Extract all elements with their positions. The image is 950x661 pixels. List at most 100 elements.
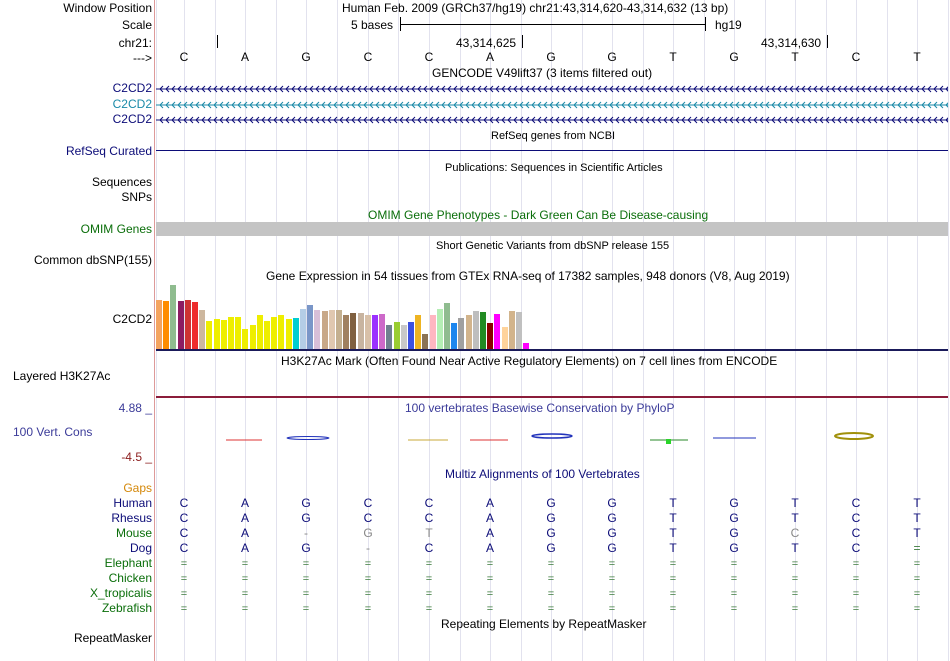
base-letter[interactable]: G (546, 50, 556, 64)
repeatmasker-track-title[interactable]: Repeating Elements by RepeatMasker (441, 617, 647, 631)
base-letter[interactable]: G (607, 50, 617, 64)
gtex-tissue-bar[interactable] (300, 309, 306, 349)
base-letter[interactable]: C (363, 50, 373, 64)
gtex-tissue-bar[interactable] (170, 285, 177, 349)
gtex-tissue-bar[interactable] (235, 317, 242, 349)
base-letter[interactable]: G (301, 50, 311, 64)
multiz-species-label[interactable]: Elephant (104, 556, 152, 570)
omim-track-title[interactable]: OMIM Gene Phenotypes - Dark Green Can Be… (368, 208, 709, 222)
gtex-tissue-bar[interactable] (271, 317, 278, 349)
base-letter[interactable]: C (179, 50, 189, 64)
gtex-tissue-bar[interactable] (400, 325, 407, 349)
multiz-species-label[interactable]: Zebrafish (101, 601, 152, 615)
multiz-species-label[interactable]: Chicken (108, 571, 152, 585)
multiz-species-label[interactable]: Mouse (115, 526, 152, 540)
gtex-tissue-bar[interactable] (465, 315, 472, 349)
omim-gene-bar[interactable] (156, 222, 948, 236)
multiz-species-label[interactable]: X_tropicalis (89, 586, 152, 600)
publications-sequences-label[interactable]: Sequences (91, 175, 152, 189)
gtex-tissue-bar[interactable] (328, 310, 335, 349)
repeatmasker-label[interactable]: RepeatMasker (73, 631, 152, 645)
gtex-tissue-bar[interactable] (314, 310, 321, 349)
gtex-tissue-bar[interactable] (364, 315, 371, 349)
gencode-item-2-label[interactable]: C2CD2 (112, 97, 152, 111)
multiz-gaps-label[interactable]: Gaps (123, 481, 152, 495)
gtex-tissue-bar[interactable] (242, 329, 249, 349)
refseq-track-title[interactable]: RefSeq genes from NCBI (491, 130, 616, 142)
h3k27ac-label[interactable]: Layered H3K27Ac (13, 369, 111, 383)
base-letter[interactable]: T (913, 50, 921, 64)
base-letter[interactable]: T (669, 50, 677, 64)
gtex-tissue-bar[interactable] (393, 322, 400, 349)
base-letter[interactable]: A (485, 50, 495, 64)
multiz-species-label[interactable]: Dog (129, 541, 152, 555)
gtex-tissue-bar[interactable] (206, 321, 213, 349)
gtex-tissue-bar[interactable] (408, 322, 414, 349)
base-letter[interactable]: A (240, 50, 250, 64)
base-letter[interactable]: C (851, 50, 861, 64)
gtex-tissue-bar[interactable] (192, 302, 198, 349)
h3k27ac-track-title[interactable]: H3K27Ac Mark (Often Found Near Active Re… (281, 354, 778, 368)
gtex-tissue-bar[interactable] (472, 311, 479, 349)
gencode-item-1-label[interactable]: C2CD2 (112, 81, 152, 95)
gencode-item-3-label[interactable]: C2CD2 (112, 112, 152, 126)
publications-snps-label[interactable]: SNPs (121, 190, 152, 204)
gtex-tissue-bar[interactable] (213, 319, 220, 349)
refseq-curated-label[interactable]: RefSeq Curated (65, 144, 152, 158)
gtex-tissue-bar[interactable] (156, 300, 162, 349)
multiz-species-label[interactable]: Rhesus (111, 511, 152, 525)
gtex-tissue-bar[interactable] (249, 325, 256, 349)
phylop-label[interactable]: 100 Vert. Cons (13, 425, 93, 439)
gtex-tissue-bar[interactable] (508, 311, 515, 349)
publications-track-title[interactable]: Publications: Sequences in Scientific Ar… (445, 162, 663, 174)
gtex-tissue-bar[interactable] (422, 334, 429, 349)
gtex-tissue-bar[interactable] (501, 327, 508, 349)
phylop-track-title[interactable]: 100 vertebrates Basewise Conservation by… (405, 401, 675, 415)
gtex-tissue-bar[interactable] (256, 315, 263, 349)
gtex-tissue-bar[interactable] (321, 311, 328, 349)
gtex-tissue-bar[interactable] (350, 313, 357, 349)
gtex-tissue-bar[interactable] (264, 321, 270, 349)
multiz-track-title[interactable]: Multiz Alignments of 100 Vertebrates (445, 467, 640, 481)
phylop-conservation-plot[interactable] (156, 428, 948, 448)
dbsnp-track-title[interactable]: Short Genetic Variants from dbSNP releas… (436, 240, 670, 252)
gtex-tissue-bar[interactable] (458, 318, 465, 349)
gtex-tissue-bar[interactable] (285, 319, 292, 349)
gtex-tissue-bar[interactable] (307, 305, 314, 349)
gtex-tissue-bar[interactable] (523, 343, 530, 349)
gtex-tissue-bar[interactable] (436, 309, 443, 349)
gtex-tissue-bar[interactable] (292, 318, 299, 349)
gtex-tissue-bar[interactable] (228, 317, 234, 349)
gtex-tissue-bar[interactable] (415, 315, 422, 349)
gtex-gene-label[interactable]: C2CD2 (112, 312, 152, 326)
gtex-tissue-bar[interactable] (494, 314, 501, 349)
gtex-tissue-bar[interactable] (516, 312, 522, 349)
multiz-species-label[interactable]: Human (113, 496, 152, 510)
base-letter[interactable]: T (791, 50, 799, 64)
gtex-tissue-bar[interactable] (163, 301, 170, 349)
gtex-tissue-bar[interactable] (199, 310, 206, 349)
gtex-tissue-bar[interactable] (184, 300, 191, 349)
refseq-gene-line[interactable] (156, 150, 948, 151)
gtex-tissue-bar[interactable] (357, 313, 364, 349)
base-letter[interactable]: G (729, 50, 739, 64)
gtex-tissue-bar[interactable] (429, 315, 436, 349)
gtex-track-title[interactable]: Gene Expression in 54 tissues from GTEx … (266, 269, 790, 283)
gtex-tissue-bar[interactable] (444, 303, 450, 349)
gtex-tissue-bar[interactable] (343, 315, 350, 349)
gtex-tissue-bar[interactable] (379, 314, 386, 349)
omim-genes-label[interactable]: OMIM Genes (80, 222, 152, 236)
gtex-tissue-bar[interactable] (451, 323, 458, 349)
dbsnp-label[interactable]: Common dbSNP(155) (33, 253, 152, 267)
gtex-tissue-bar[interactable] (372, 315, 378, 349)
gencode-transcript-3[interactable] (156, 114, 948, 124)
gtex-tissue-bar[interactable] (487, 323, 494, 349)
gencode-track-title[interactable]: GENCODE V49lift37 (3 items filtered out) (432, 66, 653, 80)
gtex-tissue-bar[interactable] (278, 315, 285, 349)
gtex-tissue-bar[interactable] (480, 312, 486, 349)
gtex-tissue-bar[interactable] (386, 325, 393, 349)
base-letter[interactable]: C (424, 50, 434, 64)
gtex-tissue-bar[interactable] (336, 310, 342, 349)
gencode-transcript-1[interactable] (156, 83, 948, 93)
gencode-transcript-2[interactable] (156, 99, 948, 109)
